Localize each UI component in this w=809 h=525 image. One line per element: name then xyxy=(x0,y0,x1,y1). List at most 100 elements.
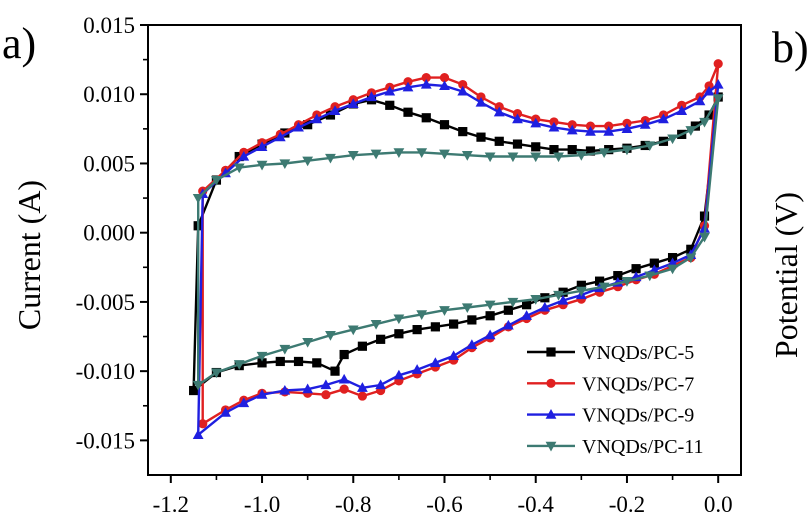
x-tick-label: -0.4 xyxy=(518,492,555,517)
legend-label: VNQDs/PC-9 xyxy=(582,405,694,427)
data-point xyxy=(302,156,314,167)
y-tick-label: 0.005 xyxy=(83,151,135,176)
data-point xyxy=(339,349,349,360)
legend-marker xyxy=(546,378,556,388)
data-point xyxy=(521,310,533,320)
data-point xyxy=(713,59,723,69)
data-point xyxy=(416,148,428,158)
data-point xyxy=(449,319,459,329)
data-point xyxy=(613,271,623,281)
data-point xyxy=(402,81,414,92)
x-tick-label: -0.6 xyxy=(426,492,462,517)
y-axis-title: Current (A) xyxy=(11,180,47,330)
data-point xyxy=(576,280,586,290)
data-point xyxy=(502,319,514,330)
data-point xyxy=(448,350,460,361)
data-point xyxy=(530,152,542,163)
data-point xyxy=(233,360,245,370)
data-point xyxy=(644,271,656,282)
legend-marker xyxy=(546,347,556,357)
data-point xyxy=(439,149,450,160)
data-point xyxy=(347,98,359,109)
data-point xyxy=(530,295,542,305)
data-point xyxy=(412,325,422,335)
data-point xyxy=(548,121,560,132)
data-point xyxy=(484,300,496,311)
legend-label: VNQDs/PC-7 xyxy=(582,373,694,395)
data-point xyxy=(403,107,413,117)
data-point xyxy=(685,126,697,136)
data-point xyxy=(347,151,359,161)
data-point xyxy=(575,151,587,161)
x-tick-label: -1.2 xyxy=(153,492,189,517)
data-point xyxy=(257,358,267,368)
data-point xyxy=(439,73,450,83)
y-tick-label: 0.000 xyxy=(83,221,135,246)
data-point xyxy=(279,344,291,355)
data-point xyxy=(566,124,578,135)
data-point xyxy=(549,145,559,155)
data-point xyxy=(370,319,382,330)
data-point xyxy=(594,276,605,286)
data-point xyxy=(293,356,304,367)
data-point xyxy=(347,325,359,336)
legend-entry-2: VNQDs/PC-7 xyxy=(527,373,694,395)
data-point xyxy=(321,390,331,400)
data-point xyxy=(274,131,286,142)
legend-entry-4: VNQDs/PC-11 xyxy=(527,436,704,458)
data-point xyxy=(256,389,268,399)
data-point xyxy=(598,282,610,293)
y-tick-label: 0.010 xyxy=(83,82,135,107)
data-point xyxy=(658,113,669,124)
legend-label: VNQDs/PC-11 xyxy=(582,436,704,458)
data-point xyxy=(356,382,368,392)
data-point xyxy=(302,383,314,394)
data-point xyxy=(293,121,304,132)
data-point xyxy=(493,106,505,117)
data-point xyxy=(192,380,204,391)
data-point xyxy=(366,91,377,102)
y-tick-label: -0.015 xyxy=(76,428,135,453)
legend-marker xyxy=(545,441,557,452)
data-point xyxy=(393,369,405,380)
data-point xyxy=(393,314,405,325)
data-point xyxy=(458,79,468,90)
data-point xyxy=(411,364,423,374)
data-point xyxy=(467,315,477,325)
data-point xyxy=(539,301,551,312)
legend-entry-3: VNQDs/PC-9 xyxy=(527,405,694,427)
data-point xyxy=(585,146,596,156)
data-point xyxy=(512,113,523,124)
data-point xyxy=(699,117,710,128)
legend: VNQDs/PC-5 VNQDs/PC-7 VNQDs/PC-9 VNQDs/PC-1… xyxy=(527,342,704,458)
data-point xyxy=(598,148,610,158)
data-point xyxy=(507,297,519,308)
data-point xyxy=(211,175,222,186)
data-point xyxy=(494,136,504,146)
data-point xyxy=(312,358,322,368)
data-point xyxy=(325,110,336,120)
data-point xyxy=(429,357,441,367)
legend-entry-1: VNQDs/PC-5 xyxy=(527,342,694,364)
data-point xyxy=(198,419,208,429)
data-point xyxy=(439,80,450,91)
series-4 xyxy=(192,94,724,391)
data-point xyxy=(393,148,405,158)
data-point xyxy=(567,145,577,155)
legend-marker xyxy=(545,409,557,419)
data-point xyxy=(585,126,596,136)
series-line xyxy=(196,97,720,387)
data-point xyxy=(279,384,291,395)
y-tick-label: 0.015 xyxy=(83,13,135,38)
data-point xyxy=(530,117,542,128)
data-point xyxy=(461,151,473,161)
data-point xyxy=(385,100,395,110)
data-point xyxy=(553,290,564,301)
data-point xyxy=(430,322,440,332)
data-point xyxy=(676,105,688,115)
data-point xyxy=(484,152,496,163)
data-point xyxy=(603,126,615,136)
data-point xyxy=(439,306,450,316)
data-point xyxy=(621,277,633,287)
data-point xyxy=(631,264,641,274)
